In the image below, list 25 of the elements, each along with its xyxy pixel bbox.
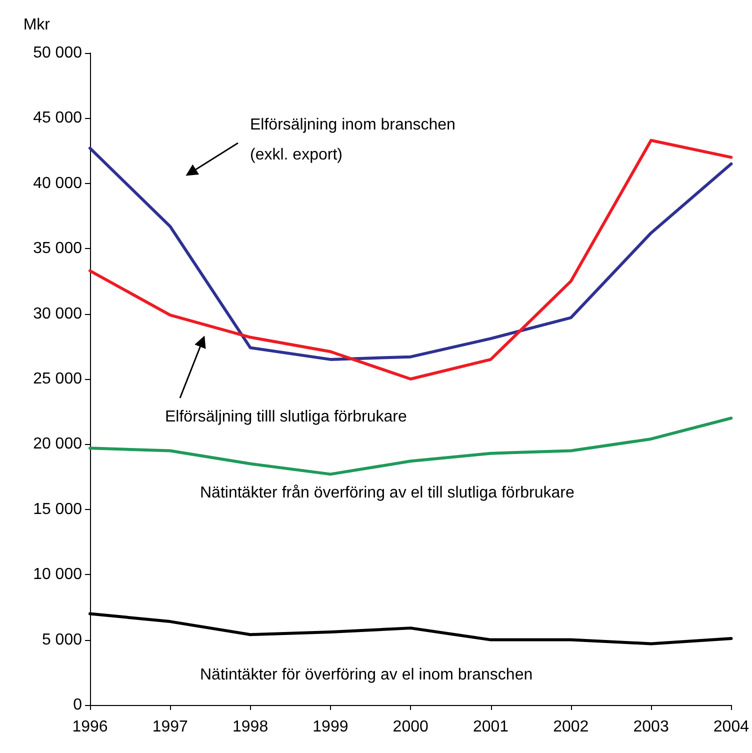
x-tick-label: 1999 xyxy=(312,718,348,736)
y-tick-label: 50 000 xyxy=(33,44,82,62)
x-tick-label: 1997 xyxy=(152,718,188,736)
y-tick-label: 25 000 xyxy=(33,370,82,388)
y-tick-label: 10 000 xyxy=(33,566,82,584)
y-tick-label: 45 000 xyxy=(33,110,82,127)
x-tick-label: 2002 xyxy=(553,718,589,736)
series-label: Nätintäkter från överföring av el till slutliga förbrukare xyxy=(200,484,574,502)
x-tick-label: 2000 xyxy=(392,718,428,736)
x-tick-label: 1996 xyxy=(72,718,108,736)
y-tick-label: 5 000 xyxy=(42,631,82,648)
y-tick-label: 0 xyxy=(73,696,82,714)
y-tick-label: 30 000 xyxy=(33,305,82,322)
y-axis-title: Mkr xyxy=(23,16,51,34)
x-tick-label: 2003 xyxy=(633,718,669,736)
y-tick-label: 35 000 xyxy=(33,240,82,258)
y-tick-label: 40 000 xyxy=(33,174,82,192)
x-tick-label: 2001 xyxy=(472,718,509,736)
x-tick-label: 2004 xyxy=(713,718,750,736)
y-tick-label: 15 000 xyxy=(33,500,82,518)
y-tick-label: 20 000 xyxy=(33,436,82,453)
text: Elförsäljning inom branschen (exkl. export) xyxy=(250,116,460,164)
series-label: Elförsäljning tilll slutliga förbrukare xyxy=(165,408,407,426)
x-tick-label: 1998 xyxy=(232,718,268,736)
series-label: Nätintäkter för överföring av el inom branschen xyxy=(200,666,533,684)
